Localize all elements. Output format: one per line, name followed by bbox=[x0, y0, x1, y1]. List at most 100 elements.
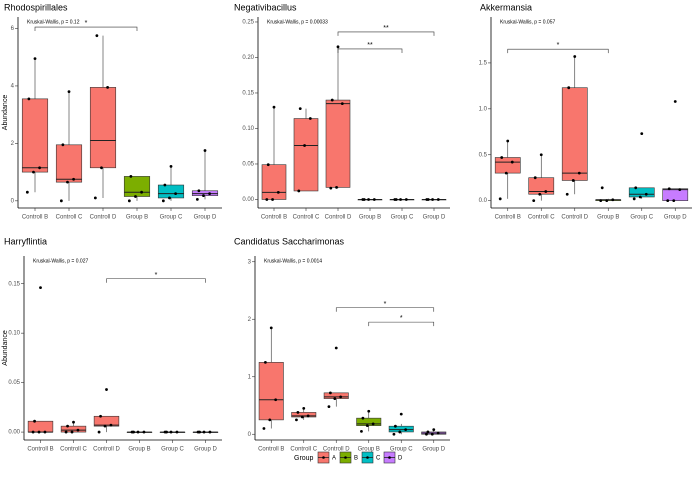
data-point bbox=[127, 199, 131, 203]
box-body bbox=[662, 188, 689, 201]
data-point bbox=[666, 199, 670, 203]
data-point bbox=[174, 192, 177, 196]
box-body bbox=[356, 417, 382, 426]
data-point bbox=[426, 430, 430, 434]
data-point bbox=[394, 198, 398, 201]
data-point bbox=[129, 175, 133, 178]
data-point bbox=[510, 160, 514, 164]
data-point bbox=[605, 199, 609, 203]
data-point bbox=[271, 198, 274, 201]
data-point bbox=[398, 430, 402, 434]
y-tick-label: 4 bbox=[11, 84, 15, 90]
x-tick-label: Controll C bbox=[56, 215, 83, 221]
data-point bbox=[567, 86, 571, 90]
x-tick-label: Group B bbox=[358, 447, 380, 453]
significance-bracket: * bbox=[34, 20, 138, 32]
data-point bbox=[31, 430, 35, 434]
significance-label: * bbox=[85, 20, 88, 27]
data-point bbox=[329, 186, 333, 190]
data-point bbox=[672, 199, 676, 203]
x-tick-label: Controll C bbox=[528, 215, 555, 221]
y-tick-label: 0.10 bbox=[8, 331, 20, 337]
data-point bbox=[175, 430, 179, 434]
y-tick-label: 2 bbox=[11, 141, 15, 147]
kruskal-wallis-label: Kruskal-Wallis, p = 0.057 bbox=[500, 19, 555, 25]
box-controll-b bbox=[258, 326, 284, 430]
legend-label: A bbox=[332, 456, 336, 462]
data-point bbox=[103, 424, 107, 428]
data-point bbox=[265, 198, 269, 201]
data-point bbox=[39, 286, 42, 290]
data-point bbox=[76, 428, 80, 432]
data-point bbox=[276, 190, 280, 194]
box-group-d bbox=[191, 149, 219, 201]
panel-1: Rhodospirillales Abundance 0 2 4 6 Kruskal-Wal… bbox=[2, 2, 222, 221]
box-body bbox=[60, 425, 87, 433]
data-point bbox=[565, 192, 569, 196]
significance-bracket: * bbox=[507, 42, 609, 54]
data-point bbox=[303, 144, 306, 147]
box-group-d bbox=[662, 100, 689, 203]
data-point bbox=[327, 405, 331, 409]
panel-5: Candidatus Saccharimonas 0 1 2 3 Kruskal-Wall… bbox=[234, 236, 450, 453]
data-point bbox=[308, 117, 312, 120]
panel-4: Harryflintia Abundance 0.00 0.05 0.10 0.15 Kru… bbox=[2, 236, 222, 453]
box-body bbox=[528, 177, 555, 195]
panel-2: Negativibacillus 0.00 0.05 0.10 0.15 0.20 0.25… bbox=[234, 2, 450, 221]
data-point bbox=[266, 163, 270, 167]
box-body bbox=[325, 99, 351, 188]
y-tick-label: 2 bbox=[248, 317, 252, 323]
data-point bbox=[66, 424, 69, 428]
data-point bbox=[72, 420, 75, 424]
box-body bbox=[157, 184, 185, 199]
data-point bbox=[365, 424, 369, 428]
y-tick-label: 0 bbox=[11, 198, 15, 204]
data-point bbox=[399, 412, 403, 416]
panel-title: Rhodospirillales bbox=[4, 2, 68, 12]
box-body bbox=[561, 87, 588, 181]
box-body bbox=[258, 362, 284, 421]
data-point bbox=[500, 156, 504, 159]
data-point bbox=[66, 180, 69, 184]
legend-label: C bbox=[376, 456, 381, 462]
y-tick-label: 0.05 bbox=[8, 380, 20, 386]
panels: Rhodospirillales Abundance 0 2 4 6 Kruskal-Wal… bbox=[2, 2, 692, 453]
bracket-line bbox=[337, 31, 435, 36]
x-tick-label: Group D bbox=[664, 215, 687, 221]
y-tick-label: 0.25 bbox=[242, 20, 254, 26]
data-point bbox=[611, 198, 615, 202]
data-point bbox=[43, 430, 47, 434]
y-tick-label: 0.20 bbox=[242, 55, 254, 61]
data-point bbox=[330, 98, 334, 102]
data-point bbox=[262, 427, 266, 430]
box-controll-c bbox=[55, 90, 83, 203]
data-point bbox=[640, 132, 644, 136]
panel-title: Harryflintia bbox=[4, 236, 47, 246]
data-point bbox=[95, 34, 99, 38]
data-point bbox=[105, 388, 108, 391]
data-point bbox=[297, 189, 301, 193]
x-tick-label: Controll B bbox=[22, 215, 48, 221]
x-tick-label: Controll D bbox=[561, 215, 588, 221]
bracket-line bbox=[507, 48, 609, 54]
box-controll-d bbox=[89, 34, 117, 200]
data-point bbox=[106, 85, 109, 89]
significance-label: * bbox=[155, 272, 158, 279]
data-point bbox=[298, 107, 302, 110]
data-point bbox=[295, 418, 298, 422]
legend-swatch-point bbox=[322, 456, 325, 459]
legend-swatch-point bbox=[344, 456, 347, 459]
data-point bbox=[274, 398, 278, 402]
kruskal-wallis-label: Kruskal-Wallis, p = 0.00033 bbox=[267, 19, 328, 25]
y-tick-label: 0.15 bbox=[242, 91, 254, 97]
legend-key-c: C bbox=[361, 451, 381, 464]
box-group-c bbox=[157, 164, 185, 203]
data-point bbox=[169, 164, 173, 168]
data-point bbox=[399, 198, 402, 201]
data-point bbox=[538, 192, 542, 196]
data-point bbox=[404, 428, 408, 432]
data-point bbox=[202, 430, 206, 434]
x-tick-label: Group C bbox=[391, 215, 414, 221]
data-point bbox=[38, 166, 41, 170]
